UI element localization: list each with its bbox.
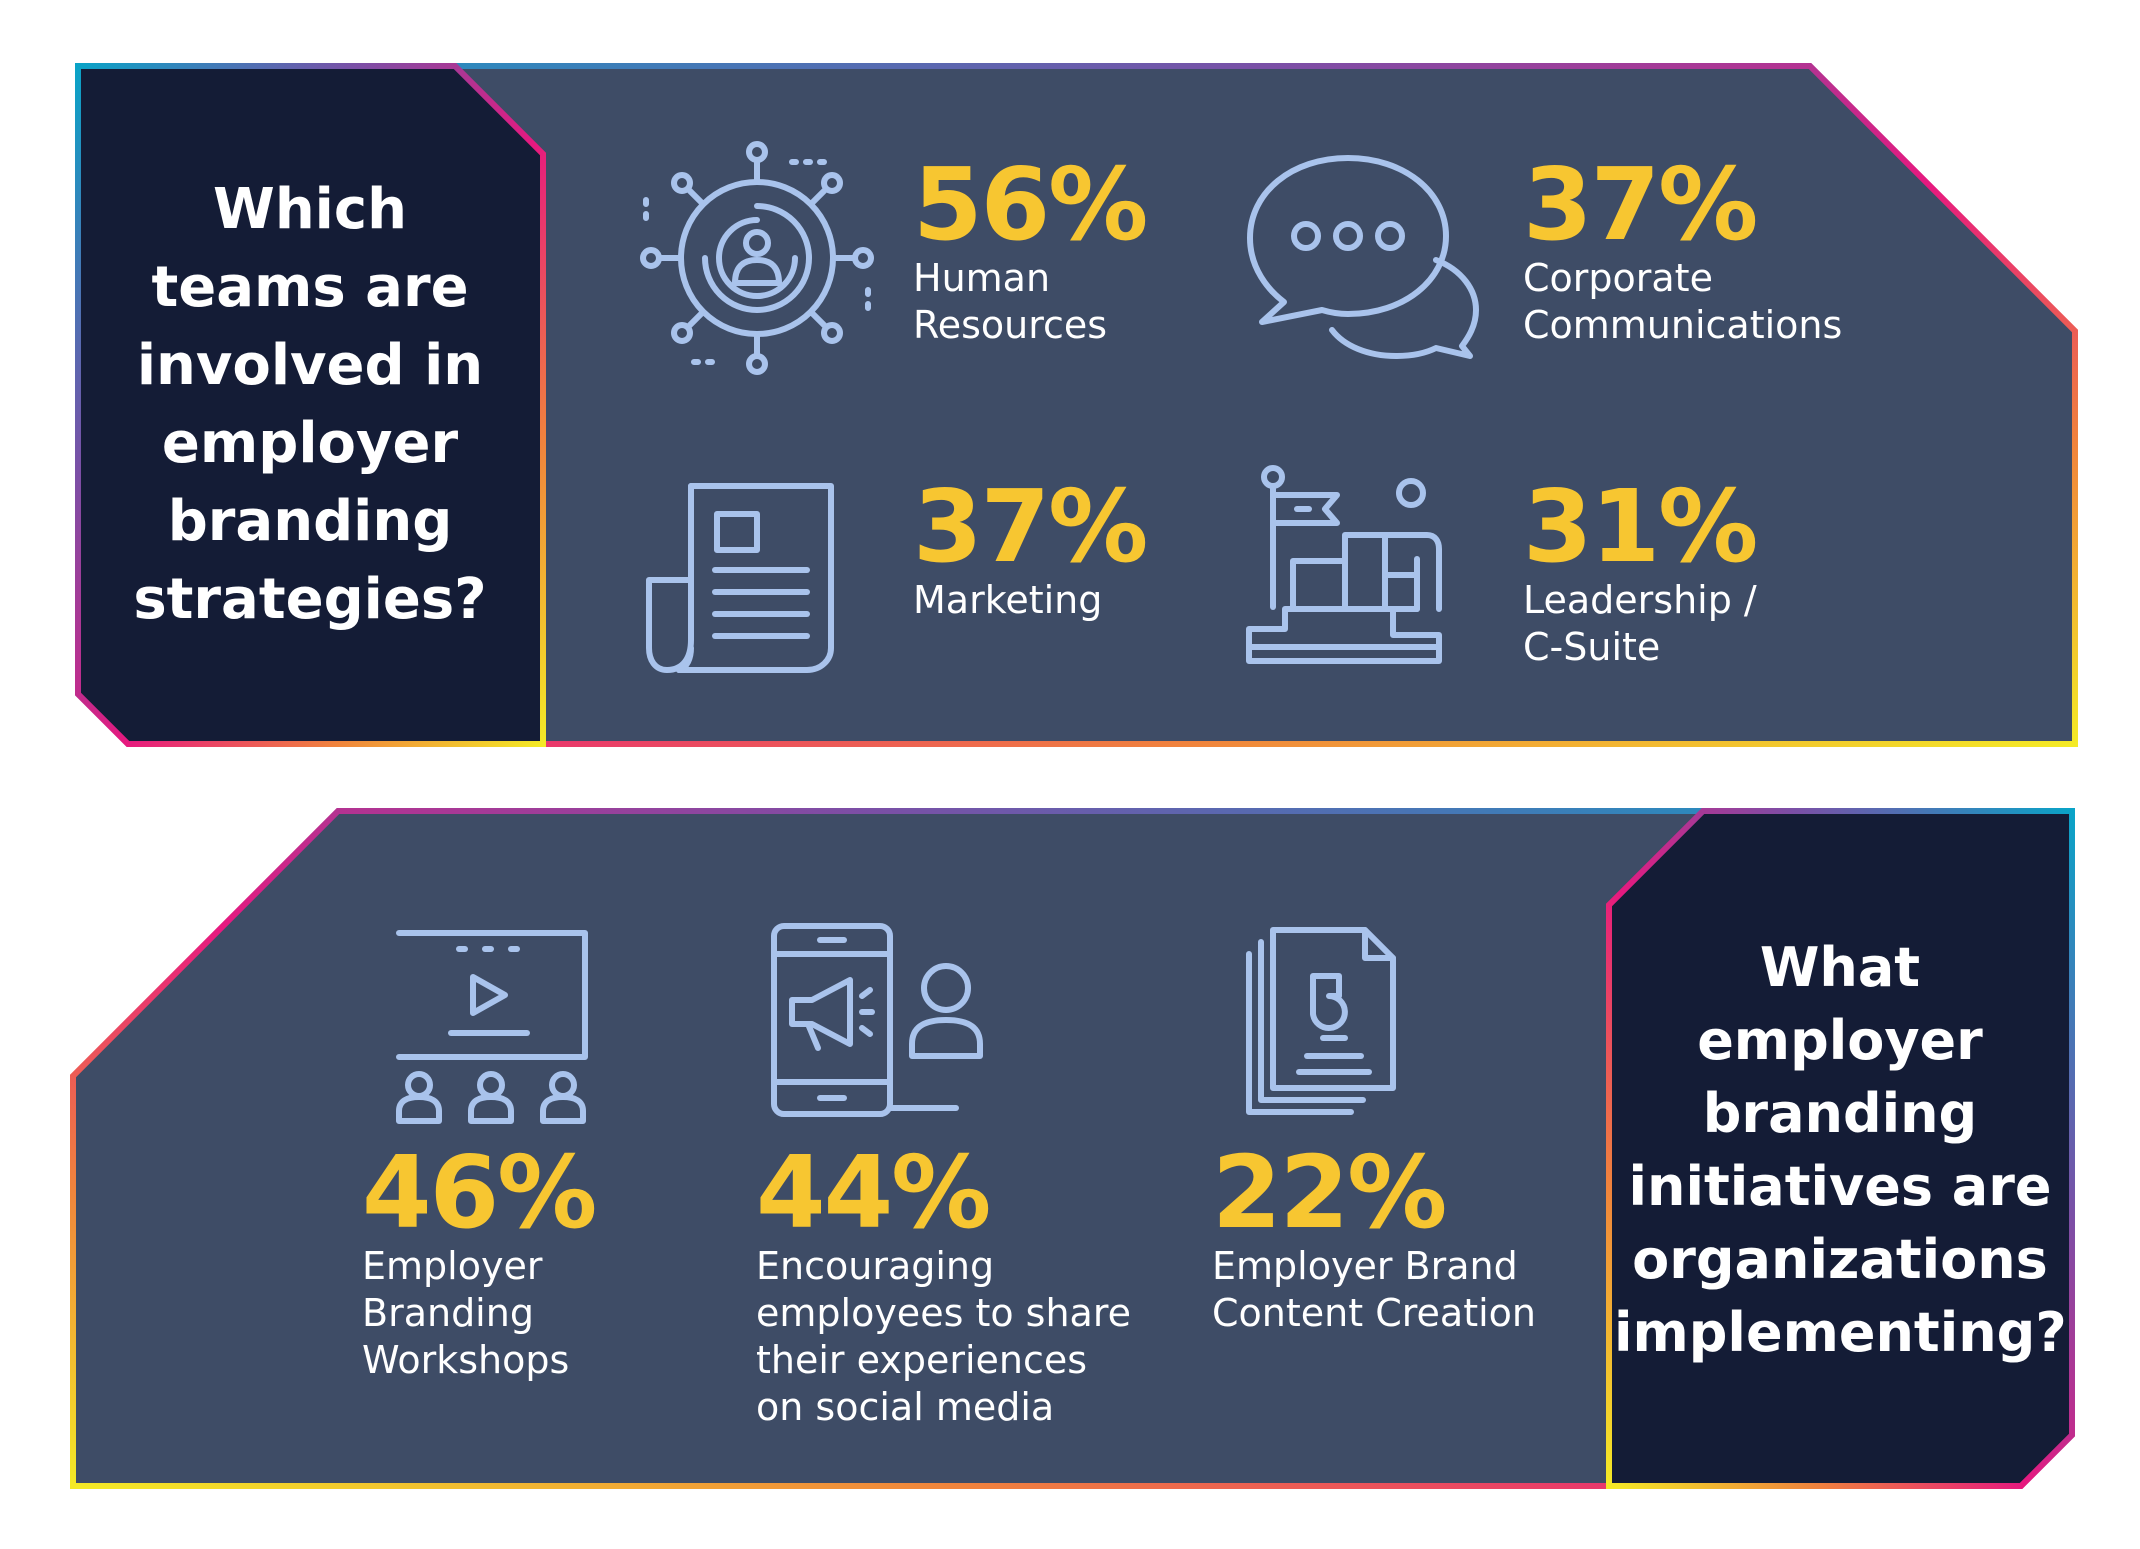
stat-label: Employer Brand Content Creation: [1212, 1244, 1536, 1335]
bottom-question-heading: What employer branding initiatives are o…: [1614, 936, 2067, 1364]
percent-label: 37%: [913, 468, 1148, 585]
stat-corporate-communications: 37% Corporate Communications: [1523, 155, 1842, 349]
stat-marketing: 37% Marketing: [913, 468, 1148, 624]
percent-label: 46%: [362, 1134, 597, 1251]
top-question-heading: Which teams are involved in employer bra…: [133, 177, 487, 632]
phone-megaphone-person-icon: [768, 920, 998, 1120]
leader-podium-flag-icon: [1245, 465, 1445, 665]
percent-label: 22%: [1212, 1134, 1447, 1251]
stat-employer-brand-content: 22% Employer Brand Content Creation: [1212, 1143, 1536, 1337]
stat-label: Human Resources: [913, 256, 1108, 347]
bottom-question-box: [1606, 808, 2075, 1489]
stat-label: Marketing: [913, 578, 1103, 622]
stat-employer-branding-workshops: 46% Employer Branding Workshops: [362, 1134, 597, 1384]
people-network-icon: [634, 140, 880, 376]
chat-bubbles-icon: [1240, 150, 1490, 360]
top-question-box: [75, 63, 546, 747]
percent-label: 44%: [756, 1134, 991, 1251]
document-stack-icon: [1243, 920, 1403, 1120]
percent-label: 37%: [1523, 146, 1758, 263]
stat-human-resources: 56% Human Resources: [913, 146, 1148, 349]
video-presentation-audience-icon: [393, 925, 593, 1125]
percent-label: 56%: [913, 146, 1148, 263]
newspaper-icon: [643, 480, 843, 676]
stat-label: Employer Branding Workshops: [362, 1244, 570, 1382]
stat-label: Leadership / C-Suite: [1523, 578, 1757, 669]
stat-encouraging-employees: 44% Encouraging employees to share their…: [756, 1143, 1131, 1431]
stat-leadership: 31% Leadership / C-Suite: [1523, 468, 1758, 671]
stat-label: Corporate Communications: [1523, 256, 1843, 347]
percent-label: 31%: [1523, 468, 1758, 585]
stat-label: Encouraging employees to share their exp…: [756, 1244, 1132, 1429]
